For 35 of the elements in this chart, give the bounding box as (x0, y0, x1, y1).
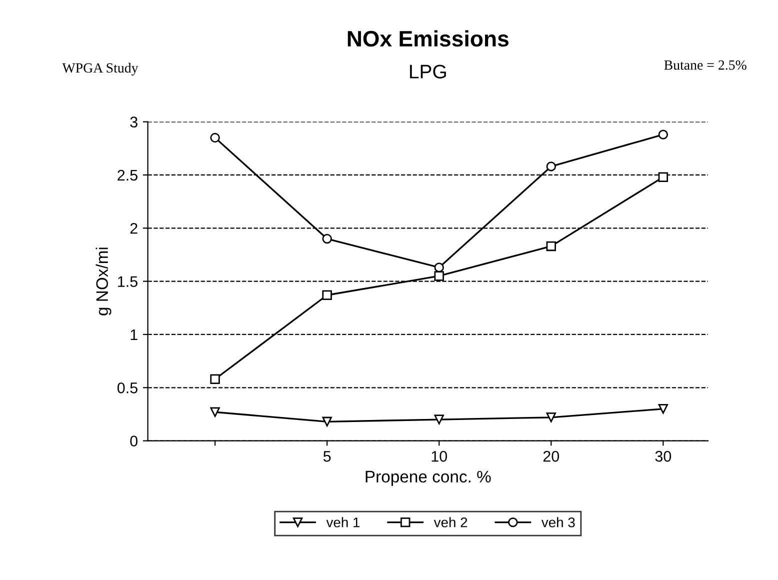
point (210, 407, 220, 417)
point (546, 241, 556, 252)
point (322, 234, 332, 244)
legend-label: veh 1 (326, 517, 360, 528)
y-tick-label: 2 (130, 223, 138, 234)
point (546, 162, 556, 172)
x-tick-label: 10 (432, 450, 448, 462)
point (210, 132, 220, 143)
chart-subtitle: LPG (410, 64, 446, 78)
point (322, 416, 332, 427)
point (658, 172, 668, 182)
y-tick-label: 2.5 (118, 170, 138, 181)
text: Butane = 2.5% (664, 60, 746, 70)
chart-title: NOx Emissions (348, 30, 509, 47)
y-tick-label: 1 (130, 329, 138, 340)
x-axis-title: Propene conc. % (366, 470, 491, 486)
y-tick-label: 1.5 (118, 276, 138, 287)
point (434, 271, 444, 281)
point (658, 404, 668, 414)
x-tick-label: 5 (323, 451, 331, 462)
y-tick-label: 0 (130, 436, 138, 446)
point (434, 414, 444, 424)
y-tick-label: 0.5 (117, 382, 138, 394)
text: WPGA Study (62, 62, 138, 76)
point (658, 130, 668, 140)
legend-label: veh 2 (434, 517, 468, 528)
point (210, 374, 220, 384)
x-tick-label: 20 (543, 450, 560, 462)
point (546, 412, 556, 422)
point (322, 290, 332, 300)
y-tick-label: 3 (130, 116, 138, 128)
point (434, 262, 444, 272)
legend-label: veh 3 (541, 517, 575, 528)
x-tick-label: 30 (655, 450, 672, 462)
y-axis-title: g NOx/mi (96, 248, 112, 316)
